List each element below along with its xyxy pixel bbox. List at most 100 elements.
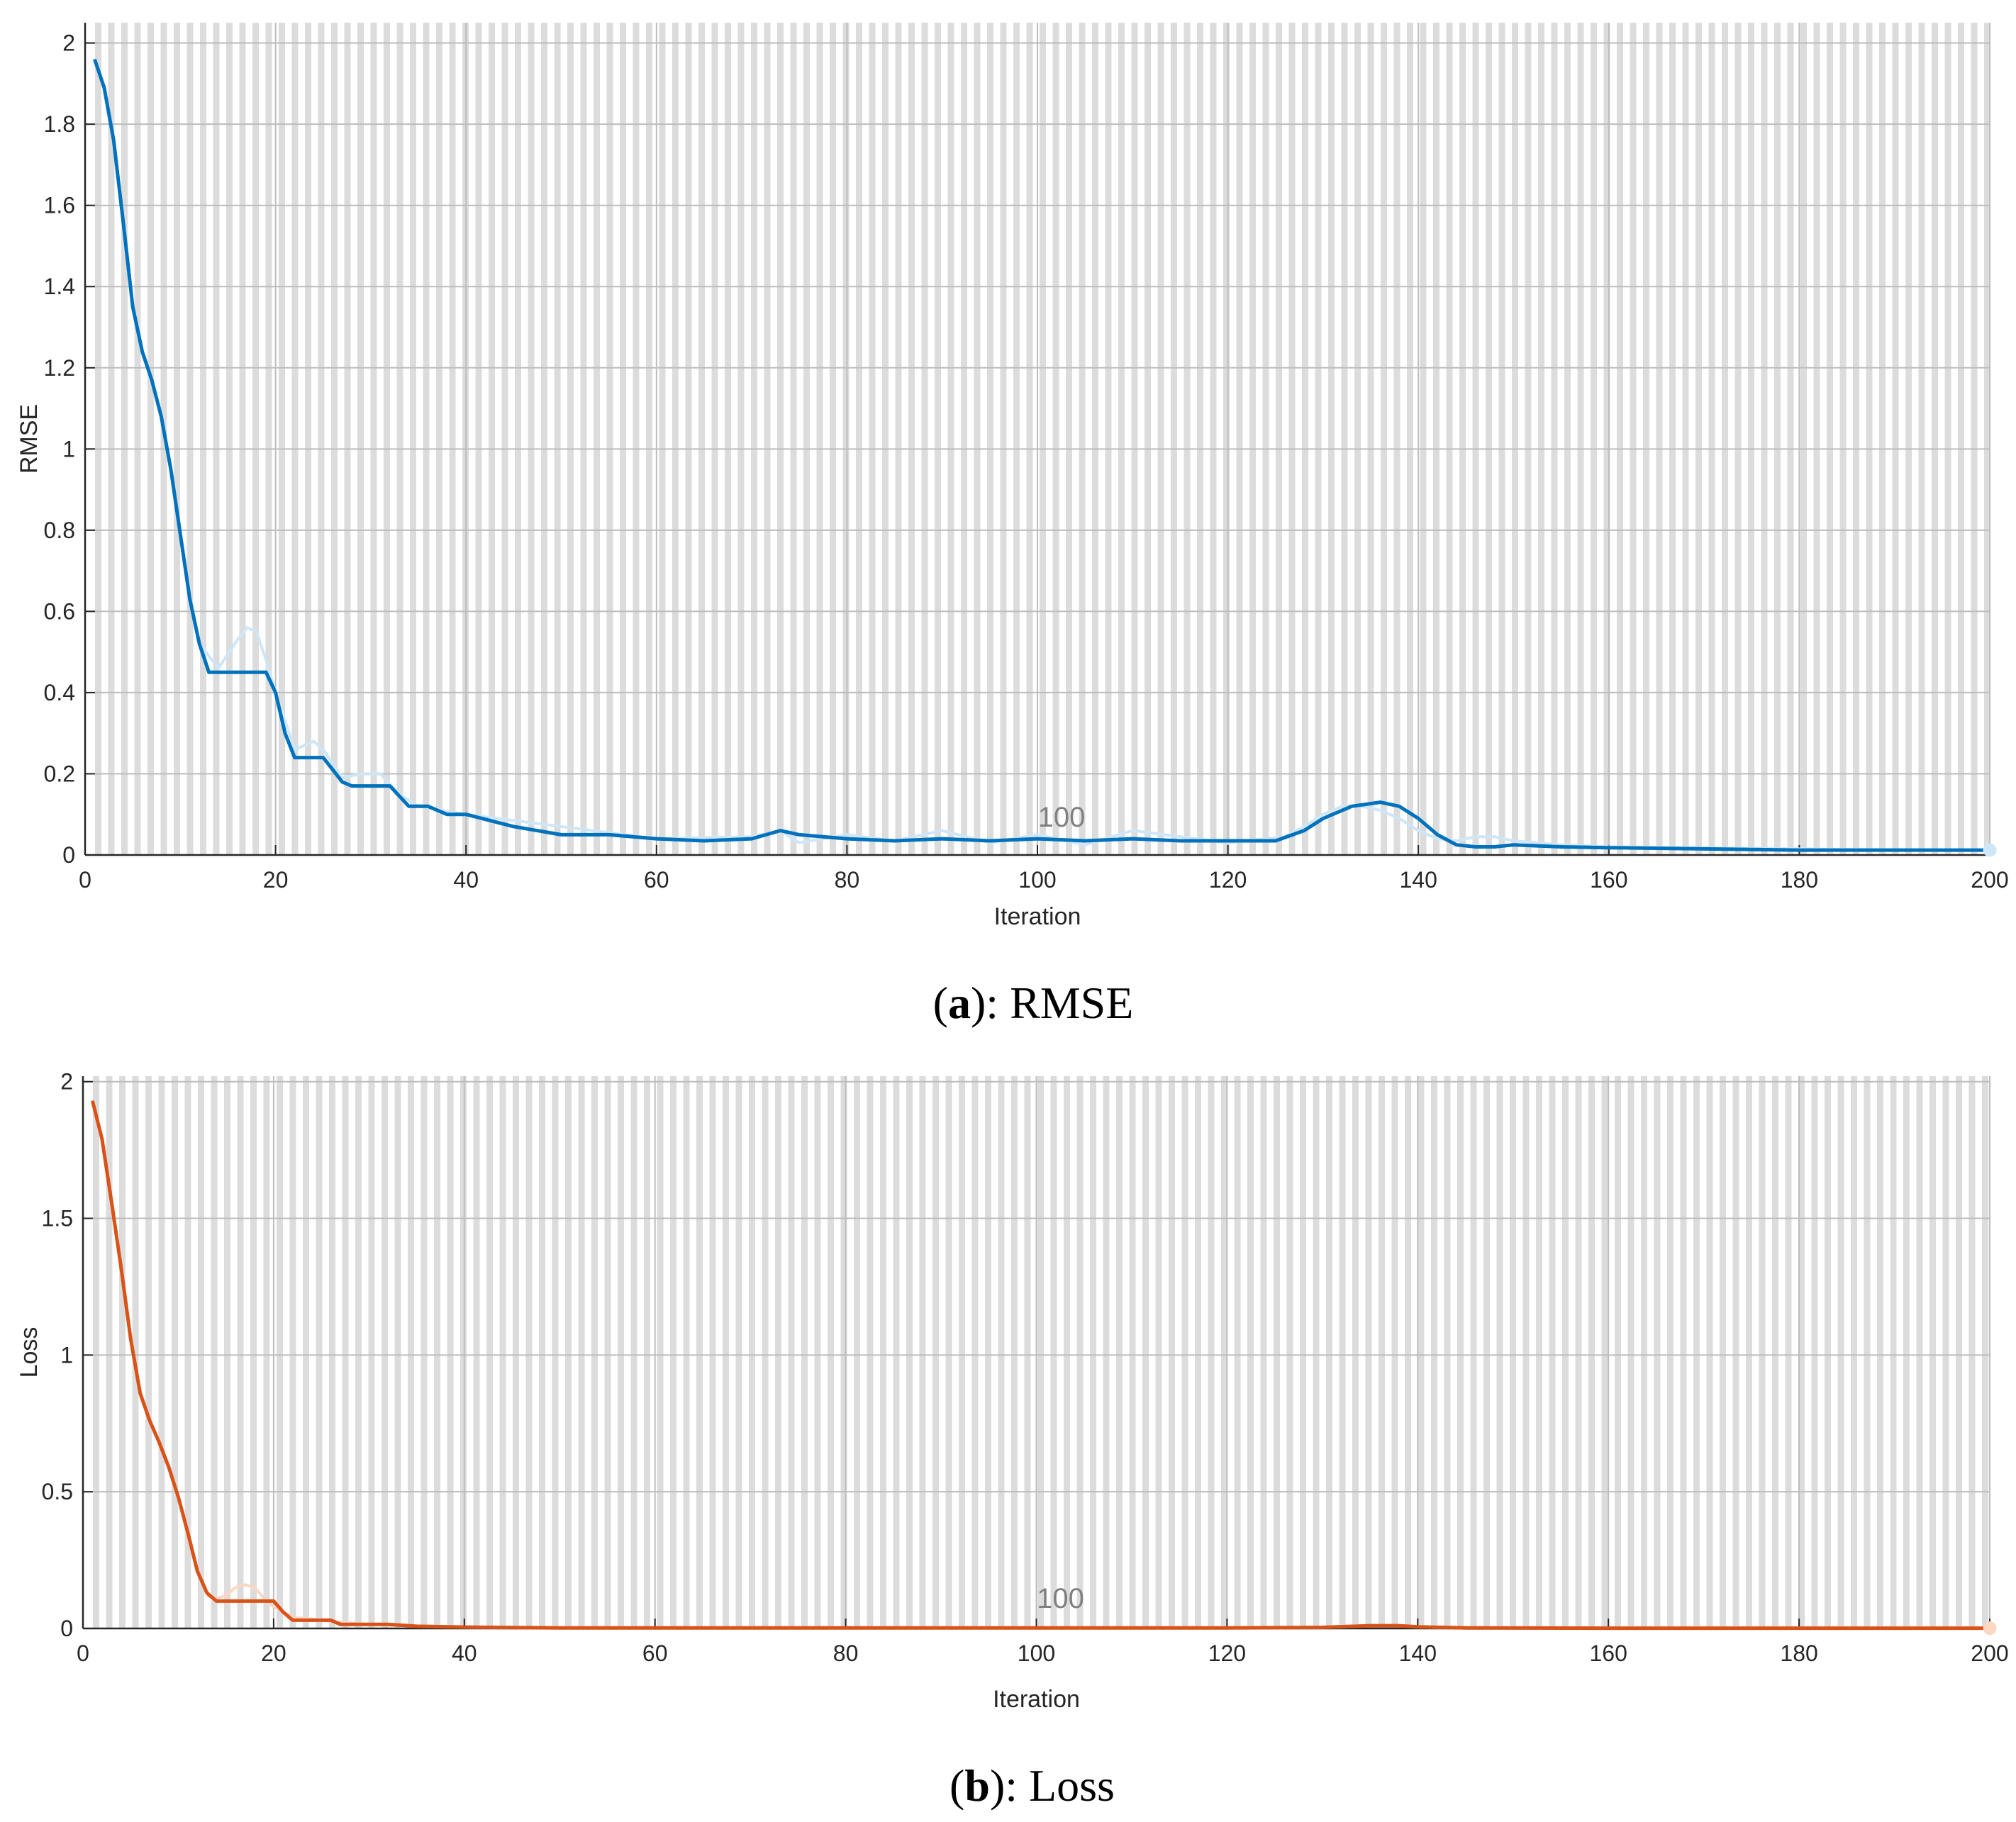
background-stripe: [1076, 1076, 1084, 1628]
background-stripe: [1223, 23, 1230, 855]
background-stripe: [1813, 23, 1820, 855]
background-stripe: [1746, 1076, 1752, 1628]
background-stripe: [1877, 1076, 1883, 1628]
background-stripe: [554, 23, 561, 855]
caption: (a): RMSE: [933, 978, 1134, 1028]
background-stripe: [1050, 1076, 1057, 1628]
background-stripe: [1693, 1076, 1700, 1628]
background-stripe: [226, 23, 233, 855]
background-stripe: [1536, 1076, 1542, 1628]
background-stripe: [329, 1076, 335, 1628]
background-stripe: [1459, 23, 1466, 855]
background-stripe: [737, 23, 745, 855]
caption-text: RMSE: [1010, 978, 1133, 1028]
background-stripe: [1682, 23, 1689, 855]
background-stripe: [683, 1076, 690, 1628]
background-stripe: [644, 1076, 650, 1628]
background-stripe: [604, 1076, 611, 1628]
y-tick-label: 1.4: [44, 274, 75, 299]
background-stripe: [1339, 1076, 1346, 1628]
background-stripe: [1787, 23, 1794, 855]
background-stripe: [1118, 23, 1125, 855]
background-stripe: [303, 1076, 309, 1628]
x-tick-label: 200: [1971, 867, 2008, 893]
background-stripe: [1510, 1076, 1516, 1628]
background-stripe: [394, 1076, 401, 1628]
background-stripe: [1184, 23, 1191, 855]
background-stripe: [1024, 1076, 1031, 1628]
background-stripe: [1288, 23, 1296, 855]
background-stripe: [1656, 23, 1663, 855]
background-stripe: [1037, 1076, 1044, 1628]
background-stripe: [1142, 1076, 1149, 1628]
x-tick-label: 140: [1400, 867, 1437, 893]
background-stripe: [119, 1076, 126, 1628]
background-stripe: [1249, 23, 1256, 855]
background-stripe: [1706, 1076, 1713, 1628]
background-stripe: [906, 1076, 913, 1628]
background-stripe: [1785, 1076, 1792, 1628]
background-stripe: [1483, 1076, 1490, 1628]
background-stripe: [539, 1076, 545, 1628]
x-tick-label: 120: [1208, 1641, 1246, 1666]
background-stripe: [368, 1076, 375, 1628]
background-stripe: [434, 1076, 440, 1628]
background-stripe: [1090, 1076, 1096, 1628]
background-stripe: [291, 23, 299, 855]
x-tick-label: 0: [77, 1641, 89, 1666]
axes: [84, 23, 1990, 856]
background-stripe: [1866, 23, 1873, 855]
background-stripe: [1942, 1076, 1949, 1628]
background-stripe: [1446, 23, 1453, 855]
background-stripe: [1420, 23, 1427, 855]
background-stripe: [239, 23, 246, 855]
background-stripe: [1407, 23, 1413, 855]
background-stripe: [830, 23, 836, 855]
x-tick-label: 160: [1590, 867, 1627, 893]
background-stripe: [565, 1076, 572, 1628]
annotation-label: 100: [1037, 1583, 1084, 1614]
background-stripe: [947, 23, 954, 855]
background-stripe: [1748, 23, 1754, 855]
background-stripe: [618, 1076, 624, 1628]
background-stripe: [895, 23, 902, 855]
background-stripe: [974, 23, 981, 855]
background-stripe: [134, 23, 141, 855]
series-lines: [93, 58, 1997, 857]
background-stripe: [1354, 23, 1361, 855]
background-stripe: [1772, 1076, 1778, 1628]
background-stripe: [1864, 1076, 1871, 1628]
background-stripe: [1720, 1076, 1726, 1628]
background-stripe: [814, 1076, 821, 1628]
y-tick-label: 0.4: [44, 680, 75, 705]
background-stripe: [591, 1076, 598, 1628]
caption-letter: a: [948, 978, 971, 1028]
background-stripe: [1157, 23, 1164, 855]
y-tick-label: 2: [62, 30, 75, 56]
background-stripe: [646, 23, 652, 855]
background-stripe: [1890, 1076, 1897, 1628]
background-stripe: [1286, 1076, 1293, 1628]
background-stripe: [777, 23, 784, 855]
background-stripe: [1352, 1076, 1359, 1628]
background-stripe: [1905, 23, 1912, 855]
background-stripe: [277, 1076, 283, 1628]
background-stripe: [447, 1076, 454, 1628]
background-stripe: [762, 1076, 769, 1628]
background-stripe: [158, 1076, 165, 1628]
background-stripe: [1680, 1076, 1687, 1628]
background-stripe: [1615, 1076, 1621, 1628]
background-stripe: [436, 23, 442, 855]
x-tick-label: 60: [642, 1641, 668, 1666]
background-stripe: [1103, 1076, 1110, 1628]
y-tick-label: 0.2: [44, 761, 75, 786]
background-stripe: [620, 23, 626, 855]
background-stripe: [985, 1076, 991, 1628]
x-tick-label: 100: [1018, 1641, 1055, 1666]
background-stripe: [935, 23, 941, 855]
background-stripe: [775, 1076, 781, 1628]
background-stripe: [305, 23, 311, 855]
background-stripe: [1564, 23, 1571, 855]
background-stripe: [513, 1076, 519, 1628]
